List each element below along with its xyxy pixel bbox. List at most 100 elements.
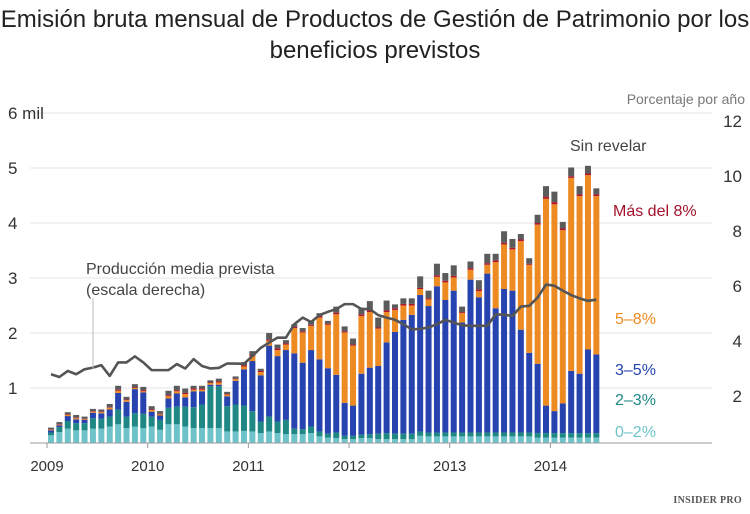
bar-segment-c8 (543, 196, 550, 199)
bar-segment-c58 (475, 291, 482, 298)
bar-segment-c02 (333, 438, 340, 443)
bar-segment-c02 (501, 436, 508, 443)
bar-segment-c8 (501, 242, 508, 245)
bar-segment-und (48, 427, 54, 430)
bar-segment-c58 (274, 350, 281, 357)
bar-segment-c8 (358, 314, 365, 316)
bar-segment-c23 (333, 432, 340, 439)
bar-segment-c02 (366, 438, 373, 443)
bar-segment-und (350, 338, 357, 345)
bar-segment-c58 (350, 345, 357, 406)
bar-segment-und (559, 221, 566, 229)
bar-segment-und (375, 317, 382, 328)
bar-segment-c23 (89, 418, 96, 429)
average-yield-line (50, 283, 597, 379)
line-label: Producción media prevista (86, 261, 275, 278)
bar-segment-c58 (157, 414, 164, 416)
bar-segment-c02 (308, 433, 315, 443)
series-label-c58: 5–8% (615, 311, 656, 328)
bar-segment-c35 (249, 361, 256, 412)
bar-segment-und (576, 186, 583, 195)
bar-segment-c58 (299, 332, 306, 363)
bar-segment-c02 (173, 424, 180, 443)
bar-segment-c02 (417, 435, 424, 443)
bar-segment-c35 (526, 352, 533, 433)
bar-segment-c58 (148, 410, 155, 412)
right-tick-label: 2 (733, 387, 742, 406)
bar-segment-c8 (199, 388, 206, 390)
bar-segment-c8 (324, 323, 331, 325)
bar-segment-und (173, 385, 180, 391)
x-tick-label: 2012 (332, 458, 365, 475)
bar-segment-und (232, 376, 239, 379)
bar-segment-c35 (140, 392, 147, 414)
bar-segment-c23 (215, 386, 222, 429)
x-tick-label: 2010 (131, 458, 164, 475)
bar-segment-c58 (316, 317, 323, 360)
bar-segment-c35 (559, 403, 566, 434)
bar-segment-und (190, 385, 197, 389)
bar-segment-c23 (400, 433, 407, 440)
bar-segment-c23 (584, 433, 591, 438)
bar-segment-c8 (123, 399, 130, 401)
bar-segment-c58 (442, 282, 449, 300)
bar-segment-c35 (48, 430, 54, 433)
bar-segment-c8 (509, 247, 516, 250)
bar-segment-c58 (366, 312, 373, 368)
bar-segment-c02 (568, 437, 575, 443)
bar-segment-c23 (442, 432, 449, 437)
bar-segment-c58 (115, 390, 122, 393)
bar-segment-c58 (501, 244, 508, 289)
bar-segment-c02 (467, 436, 474, 443)
bar-segment-c58 (450, 277, 457, 291)
bar-segment-und (115, 385, 122, 390)
x-tick-label: 2013 (433, 458, 466, 475)
bar-segment-c02 (316, 436, 323, 443)
bar-segment-c02 (182, 426, 189, 443)
bar-segment-und (224, 391, 231, 395)
bar-segment-c8 (115, 389, 122, 391)
bar-segment-c02 (98, 428, 105, 443)
bar-segment-c02 (391, 439, 398, 443)
bar-segment-c58 (207, 383, 214, 385)
bar-segment-c02 (400, 439, 407, 443)
bar-segment-c35 (207, 384, 214, 387)
bar-segment-c8 (240, 365, 247, 367)
bar-segment-c23 (282, 419, 289, 435)
bar-segment-und (148, 406, 155, 410)
bar-segment-c8 (350, 344, 357, 346)
bar-segment-c02 (534, 437, 541, 443)
bar-segment-c8 (366, 310, 373, 313)
bar-segment-c02 (375, 439, 382, 443)
insider-pro-logo: INSIDER PRO (673, 495, 742, 506)
bar-segment-und (341, 326, 348, 332)
bar-segment-c58 (190, 389, 197, 392)
bar-segment-c58 (400, 305, 407, 320)
bar-segment-c02 (115, 424, 122, 443)
bar-segment-c58 (131, 388, 138, 390)
bar-segment-c8 (157, 413, 164, 415)
bar-segment-c8 (568, 176, 575, 178)
bar-segment-c58 (291, 328, 298, 354)
bar-segment-c23 (240, 405, 247, 431)
bar-segment-c23 (207, 386, 214, 429)
bar-segment-c02 (291, 434, 298, 443)
bar-segment-c02 (543, 437, 550, 443)
bar-segment-c23 (593, 433, 600, 438)
bar-segment-und (501, 231, 508, 243)
bar-segment-c23 (501, 432, 508, 437)
bar-segment-c02 (442, 436, 449, 443)
bar-segment-c58 (484, 264, 491, 274)
bar-segment-c35 (333, 374, 340, 433)
bar-segment-c8 (534, 223, 541, 225)
bar-segment-c8 (140, 390, 147, 392)
bar-segment-c8 (400, 303, 407, 306)
right-axis-label: Porcentaje por año (627, 91, 746, 107)
bar-segment-c02 (48, 435, 54, 443)
bar-segment-und (257, 368, 264, 371)
bar-segment-c02 (148, 426, 155, 443)
bar-segment-c35 (123, 401, 130, 417)
left-tick-label: 1 (8, 379, 17, 398)
bar-segment-und (442, 273, 449, 281)
